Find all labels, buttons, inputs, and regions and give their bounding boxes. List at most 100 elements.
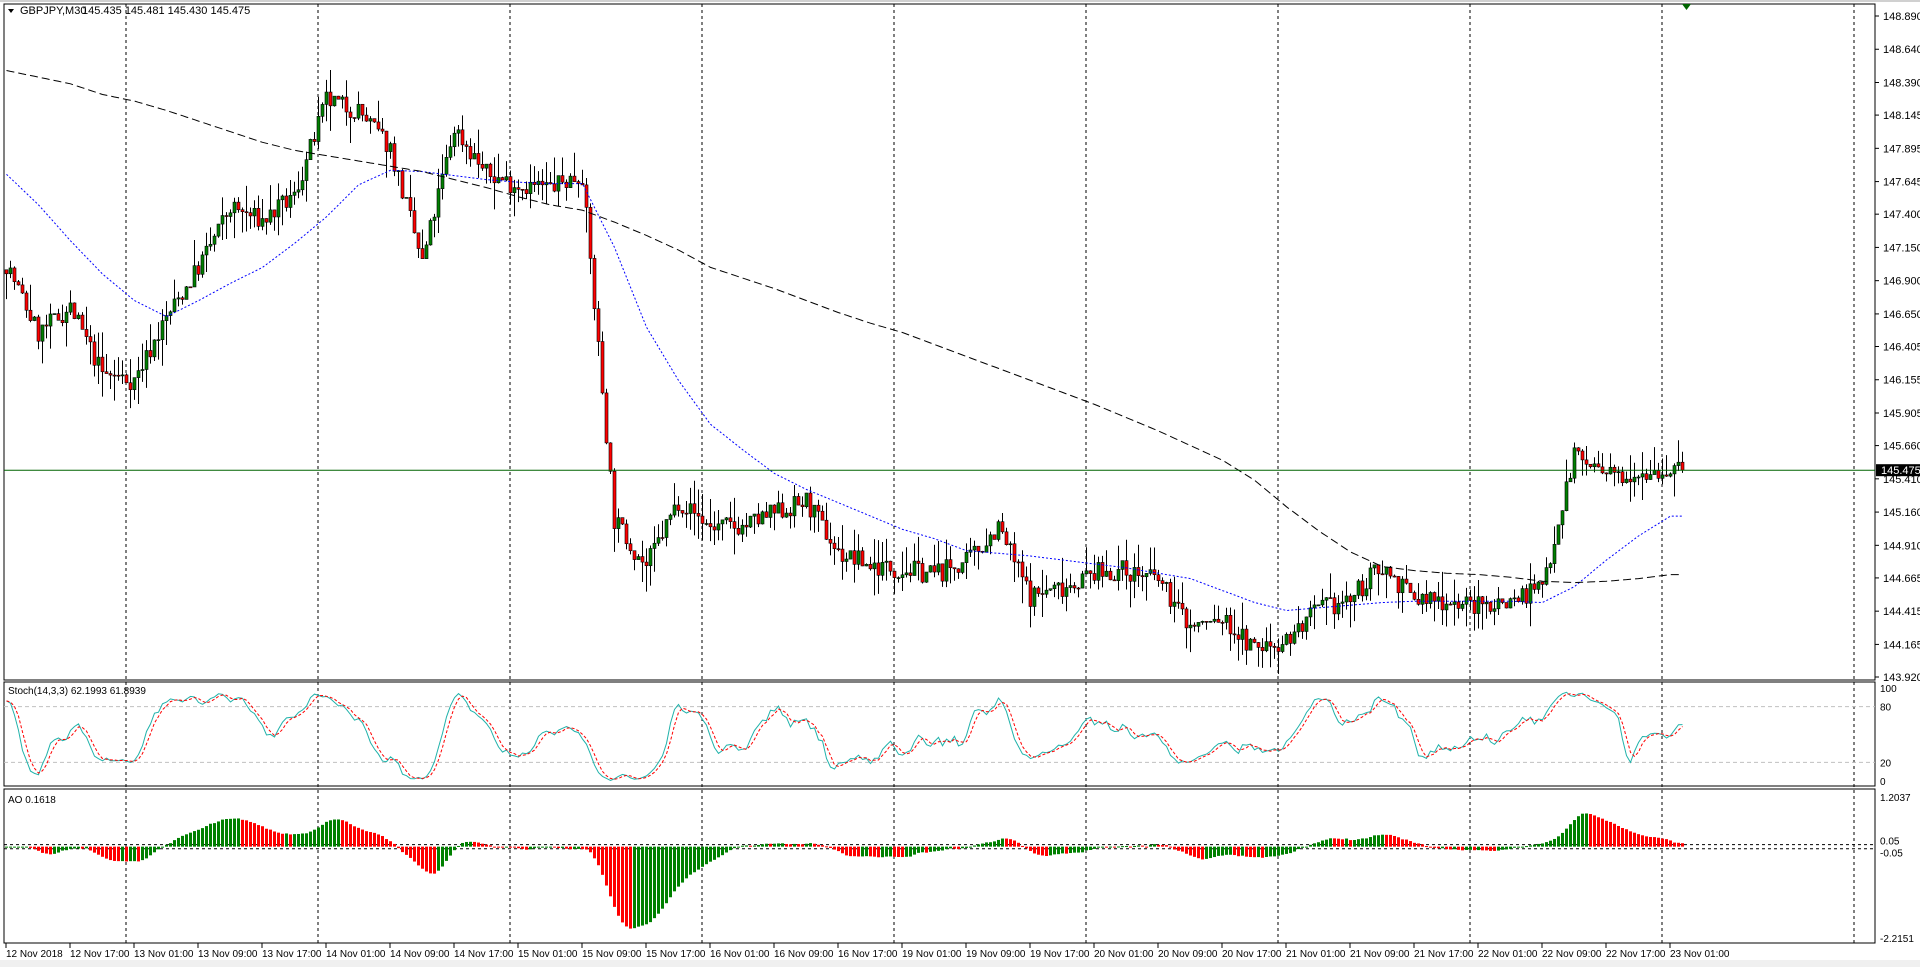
candle-body-bear (1076, 587, 1081, 590)
ao-bar (545, 846, 548, 848)
candle-body-bear (1620, 471, 1625, 483)
candle-body-bear (572, 175, 577, 182)
candle (1556, 524, 1561, 545)
candle (1072, 582, 1077, 594)
ao-bar (425, 846, 428, 872)
ao-bar (205, 826, 208, 847)
candle-body-bear (524, 189, 529, 194)
candle (508, 170, 513, 205)
ao-bar (573, 846, 576, 850)
ao-bar (1681, 843, 1684, 847)
ao-bar (1313, 843, 1316, 847)
candle (252, 200, 257, 228)
ao-bar (1061, 846, 1064, 854)
ao-bar (1197, 846, 1200, 859)
ao-bar (1393, 835, 1396, 847)
ao-bar (977, 844, 980, 847)
candle-body-bull (228, 212, 233, 217)
candle (24, 290, 29, 318)
ao-bar (1629, 831, 1632, 847)
collapse-triangle-icon[interactable] (8, 9, 14, 13)
candle (108, 370, 113, 390)
ao-bar (1449, 846, 1452, 850)
candle-body-bull (120, 374, 125, 377)
candle (664, 519, 669, 547)
candle (116, 357, 121, 381)
ao-bar (973, 845, 976, 847)
ao-bar (589, 846, 592, 853)
candle (524, 181, 529, 200)
candle-body-bear (124, 374, 129, 384)
candle-body-bear (1480, 596, 1485, 605)
candle-body-bull (616, 517, 621, 529)
candle (760, 510, 765, 525)
candle (1276, 638, 1281, 674)
candle-body-bull (424, 244, 429, 259)
ao-bar (197, 829, 200, 847)
candle (964, 543, 969, 580)
ao-bar (1365, 838, 1368, 847)
candle-body-bear (240, 209, 245, 213)
x-tick-label: 12 Nov 2018 (6, 949, 63, 960)
ao-bar (601, 846, 604, 875)
candle-body-bear (72, 302, 77, 319)
y-tick-label: 144.415 (1883, 606, 1920, 618)
ao-bar (225, 819, 228, 847)
ao-bar (901, 846, 904, 858)
ao-bar (1153, 844, 1156, 847)
candle-body-bear (1028, 580, 1033, 607)
ao-bar (421, 846, 424, 869)
candle-body-bull (1492, 608, 1497, 612)
ao-bar (385, 839, 388, 847)
candle-body-bull (308, 139, 313, 161)
ao-tick-label: 1.2037 (1880, 793, 1911, 804)
candle-body-bull (1384, 566, 1389, 575)
ao-bar (389, 841, 392, 847)
ao-bar (1373, 835, 1376, 847)
candle (388, 141, 393, 159)
candle (1204, 621, 1209, 630)
candle-body-bull (668, 514, 673, 520)
candle-body-bull (1668, 473, 1673, 477)
ao-bar (1649, 836, 1652, 847)
candle-body-bear (532, 181, 537, 185)
candle-body-bear (400, 170, 405, 199)
candle (900, 551, 905, 591)
candle-body-bull (1356, 580, 1361, 596)
ao-bar (1257, 846, 1260, 858)
ao-bar (581, 846, 584, 850)
candle-body-bull (960, 562, 965, 573)
candle (1304, 616, 1309, 640)
ao-bar (1105, 846, 1108, 848)
candle (72, 302, 77, 320)
candle-body-bear (1060, 582, 1065, 597)
candle (1144, 573, 1149, 601)
candle (196, 261, 201, 281)
candle-body-bear (1236, 634, 1241, 640)
ao-bar (53, 846, 56, 854)
y-tick-label: 148.640 (1883, 44, 1920, 56)
ao-bar (845, 846, 848, 856)
candle-body-bear (592, 258, 597, 310)
candle-body-bear (1228, 615, 1233, 635)
ao-bar (193, 831, 196, 847)
candle (1088, 570, 1093, 589)
candle (908, 563, 913, 583)
ao-bar (849, 846, 852, 857)
candle-body-bear (732, 521, 737, 529)
candle (952, 567, 957, 581)
ao-bar (401, 846, 404, 853)
ao-bar (681, 846, 684, 883)
candle-body-bull (52, 313, 57, 315)
candle (1480, 595, 1485, 630)
candle (932, 544, 937, 578)
ao-bar (1245, 846, 1248, 857)
ao-bar (341, 820, 344, 847)
candle-body-bull (296, 189, 301, 193)
candle (316, 96, 321, 150)
y-tick-label: 146.155 (1883, 375, 1920, 387)
candle-body-bear (1252, 638, 1257, 643)
candle (1632, 462, 1637, 497)
candle-body-bull (1552, 544, 1557, 564)
